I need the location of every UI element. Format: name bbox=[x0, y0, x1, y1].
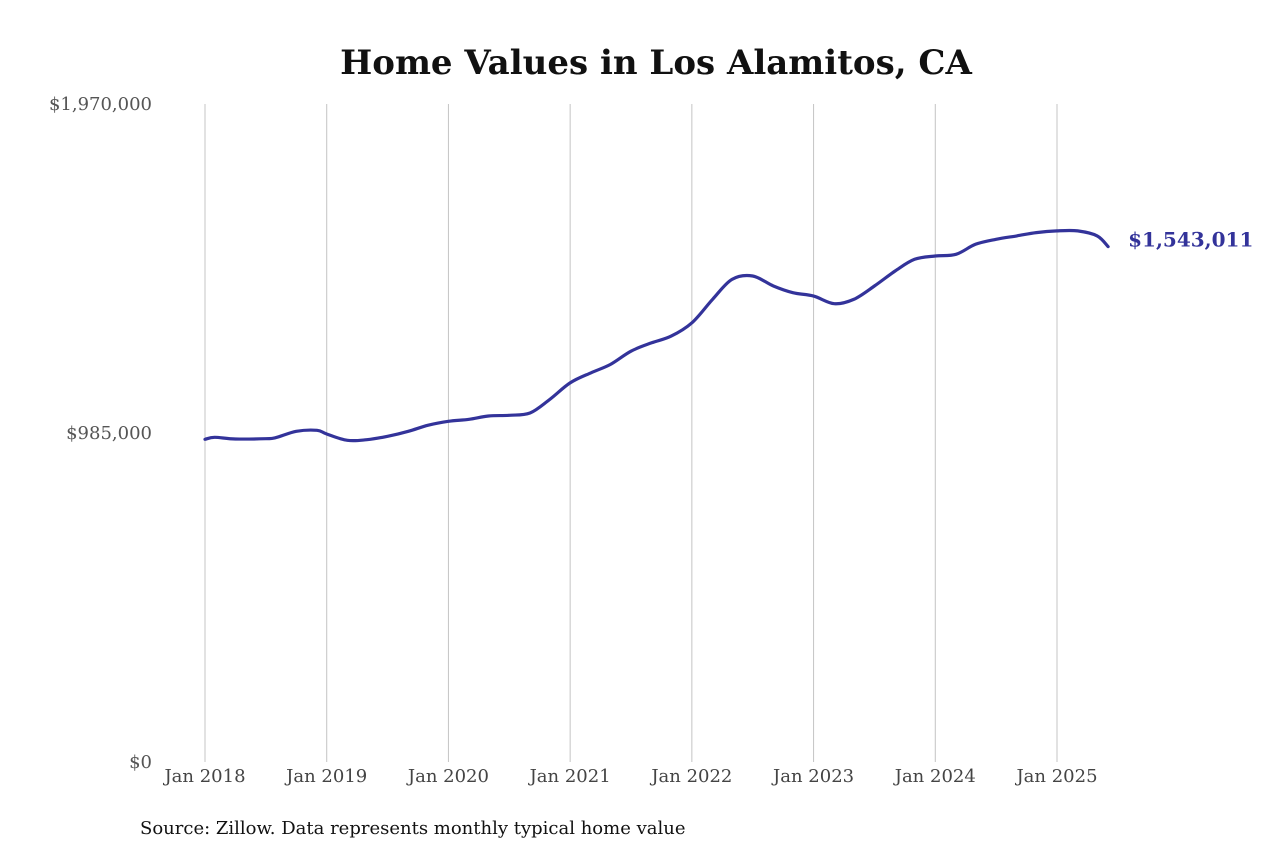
series-line-0 bbox=[203, 228, 1110, 443]
gridlines bbox=[204, 104, 1058, 762]
x-tick-label: Jan 2019 bbox=[284, 766, 367, 787]
x-tick-label: Jan 2025 bbox=[1014, 766, 1097, 787]
x-axis-ticks: Jan 2018 Jan 2019 Jan 2020 Jan 2021 Jan 2022… bbox=[162, 766, 1097, 787]
x-tick-label: Jan 2020 bbox=[406, 766, 489, 787]
chart-title: Home Values in Los Alamitos, CA bbox=[340, 43, 972, 83]
x-tick-label: Jan 2021 bbox=[528, 766, 611, 787]
source-note: Source: Zillow. Data represents monthly … bbox=[140, 818, 686, 839]
y-tick-label: $1,970,000 bbox=[49, 94, 152, 115]
y-tick-label: $985,000 bbox=[66, 423, 152, 444]
x-tick-label: Jan 2018 bbox=[162, 766, 245, 787]
y-axis-ticks: $0 $985,000 $1,970,000 bbox=[49, 94, 152, 773]
x-tick-label: Jan 2023 bbox=[771, 766, 854, 787]
y-tick-label: $0 bbox=[129, 752, 152, 773]
x-tick-label: Jan 2022 bbox=[649, 766, 732, 787]
x-tick-label: Jan 2024 bbox=[893, 766, 976, 787]
series-end-label: $1,543,011 bbox=[1128, 228, 1253, 252]
series-layer: $1,543,011 bbox=[203, 228, 1253, 443]
